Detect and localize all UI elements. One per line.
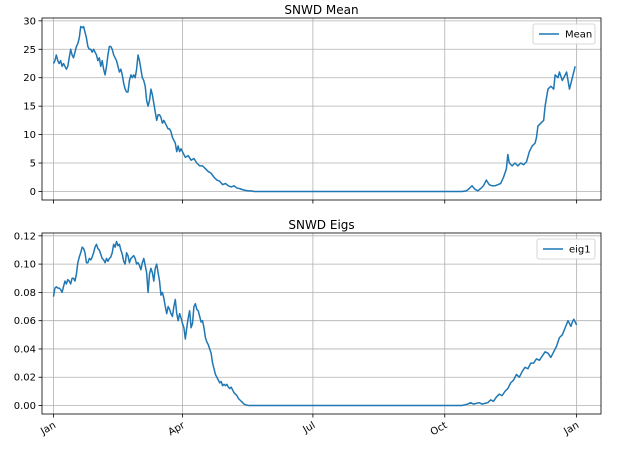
subplot-2: 0.00 0.02 0.04 0.06 0.08 0.10 0.12 Jan Apr Jul Oct… [14, 218, 602, 439]
legend-box [532, 23, 596, 45]
y-tick-label: 0.12 [14, 231, 36, 242]
series-line-mean [52, 25, 576, 193]
y-tick-label: 30 [23, 16, 36, 27]
x-tick-label: Oct [429, 420, 450, 438]
y-tick-label: 20 [23, 73, 36, 84]
chart-title: SNWD Mean [284, 3, 358, 17]
series-line-eig1 [52, 240, 578, 407]
y-tick-label: 0.06 [14, 316, 36, 327]
legend-label: Mean [565, 30, 592, 41]
x-tick-label: Jan [561, 420, 581, 438]
chart-title: SNWD Eigs [288, 218, 354, 232]
y-tick-label: 0.00 [14, 401, 36, 412]
x-tick-label: Apr [166, 420, 187, 439]
legend-label: eig1 [569, 245, 591, 256]
axes-frame [41, 17, 602, 201]
y-tick-label: 0.08 [14, 288, 36, 299]
y-tick-label: 0 [30, 187, 36, 198]
legend: eig1 [536, 238, 596, 260]
y-tick-label: 5 [30, 159, 36, 170]
axes-frame [41, 232, 602, 415]
y-tick-label: 0.04 [14, 344, 36, 355]
legend: Mean [532, 23, 596, 45]
y-tick-label: 0.02 [14, 373, 36, 384]
y-tick-label: 10 [23, 130, 36, 141]
x-tick-label: Jul [301, 420, 318, 436]
subplot-1: 0 5 10 15 20 25 30 SNWD Mean Mean [23, 3, 602, 204]
y-tick-label: 0.10 [14, 260, 36, 271]
x-tick-label: Jan [38, 420, 58, 438]
y-tick-label: 25 [23, 45, 36, 56]
legend-box [536, 238, 596, 260]
y-tick-label: 15 [23, 102, 36, 113]
